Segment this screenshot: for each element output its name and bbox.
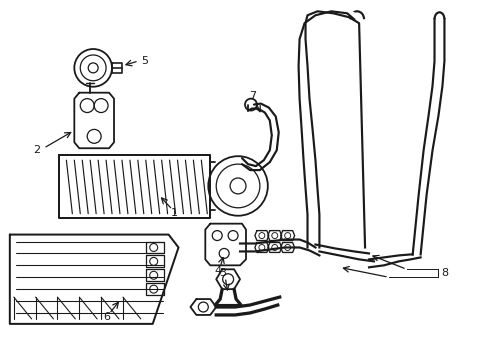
Text: 6: 6 <box>103 312 110 322</box>
Text: 5: 5 <box>141 56 147 66</box>
Text: 8: 8 <box>441 268 447 278</box>
Text: 2: 2 <box>33 145 40 155</box>
Text: 7: 7 <box>249 91 256 101</box>
Text: 4: 4 <box>214 266 222 276</box>
Text: 1: 1 <box>171 208 178 218</box>
Text: 3: 3 <box>219 268 226 278</box>
